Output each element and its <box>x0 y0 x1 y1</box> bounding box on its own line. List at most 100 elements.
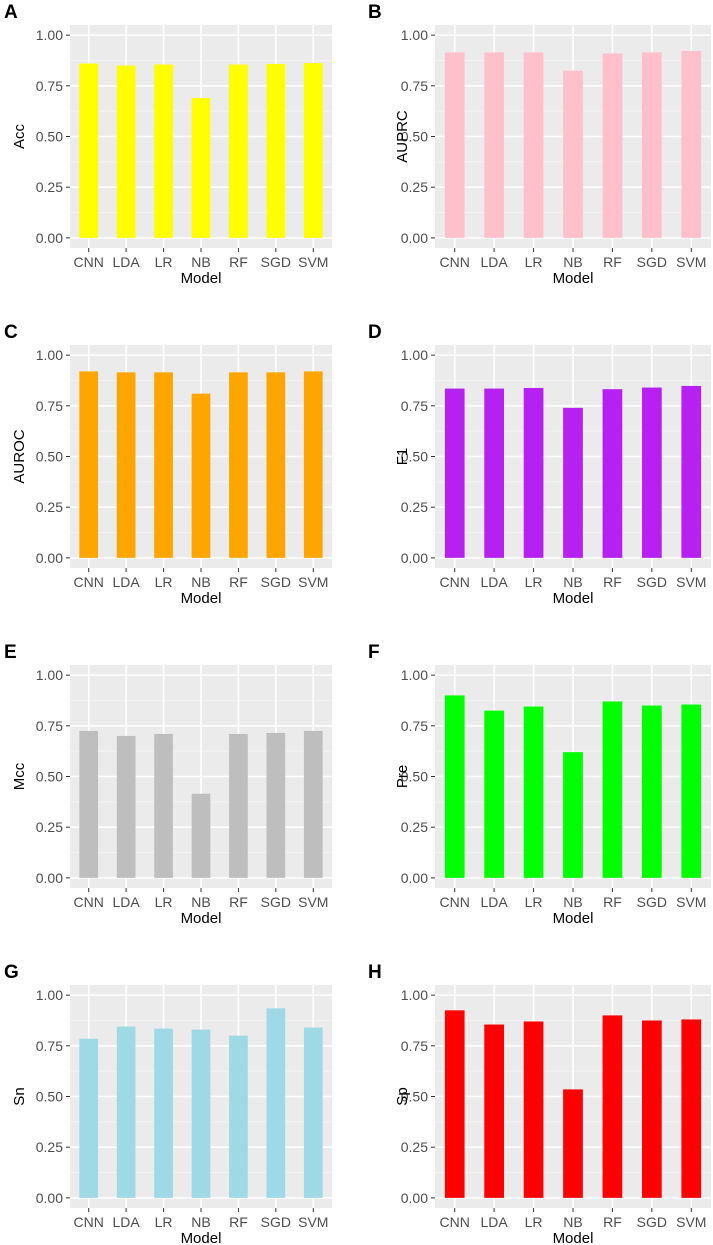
bar-sgd <box>266 1008 286 1198</box>
x-tick-label: RF <box>229 1214 248 1230</box>
bar-nb <box>191 1029 211 1198</box>
y-axis-title: Sn <box>11 1087 28 1105</box>
y-tick-label: 1.00 <box>36 347 63 363</box>
x-tick-label: NB <box>191 894 210 910</box>
bar-svm <box>681 704 702 878</box>
panel-letter: A <box>4 2 18 23</box>
bar-svm <box>681 50 702 238</box>
x-tick-label: RF <box>603 574 622 590</box>
y-tick-label: 0.50 <box>401 769 428 785</box>
panel-letter: D <box>368 322 382 343</box>
x-tick-label: LR <box>525 574 543 590</box>
x-tick-label: LDA <box>481 1214 509 1230</box>
bar-lda <box>116 735 136 878</box>
x-tick-label: SVM <box>298 574 328 590</box>
bar-lda <box>484 52 504 238</box>
x-tick-label: NB <box>563 1214 582 1230</box>
bar-svm <box>681 1019 702 1198</box>
bar-nb <box>563 752 583 878</box>
bar-svm <box>303 730 323 878</box>
bar-nb <box>563 70 583 238</box>
y-tick-label: 1.00 <box>36 667 63 683</box>
bar-lda <box>484 710 504 878</box>
y-tick-label: 0.75 <box>401 78 428 94</box>
bar-rf <box>229 733 248 878</box>
x-tick-label: CNN <box>74 894 104 910</box>
panel-letter: E <box>4 642 17 663</box>
x-tick-label: LDA <box>481 574 509 590</box>
x-tick-label: LR <box>525 894 543 910</box>
y-tick-label: 0.50 <box>36 769 63 785</box>
y-tick-label: 0.00 <box>36 1190 63 1206</box>
y-tick-label: 0.75 <box>36 78 63 94</box>
bar-lr <box>154 372 173 558</box>
y-axis-title: AUPRC <box>394 110 411 163</box>
y-tick-label: 0.50 <box>401 1089 428 1105</box>
bar-sgd <box>266 732 286 878</box>
x-axis-title: Model <box>553 590 594 607</box>
x-tick-label: RF <box>229 894 248 910</box>
y-tick-label: 0.00 <box>401 550 428 566</box>
x-tick-label: LR <box>155 1214 173 1230</box>
bar-lda <box>116 1026 136 1198</box>
bar-sgd <box>642 1020 662 1198</box>
bar-lda <box>484 1024 504 1198</box>
bar-cnn <box>79 371 99 558</box>
bar-rf <box>602 1015 623 1198</box>
x-axis-title: Model <box>181 590 222 607</box>
y-tick-label: 0.25 <box>401 1139 428 1155</box>
x-tick-label: RF <box>229 254 248 270</box>
x-tick-label: SVM <box>676 1214 706 1230</box>
y-tick-label: 0.00 <box>36 230 63 246</box>
y-tick-label: 0.00 <box>401 230 428 246</box>
bar-rf <box>229 372 248 558</box>
x-tick-label: LDA <box>113 254 141 270</box>
x-tick-label: RF <box>603 1214 622 1230</box>
panel-letter: F <box>368 642 380 663</box>
x-axis-title: Model <box>181 1230 222 1245</box>
y-axis-title: AUROC <box>11 429 28 483</box>
bar-sgd <box>266 372 286 558</box>
y-tick-label: 0.25 <box>401 819 428 835</box>
bar-nb <box>191 97 211 238</box>
y-axis-title: Sp <box>394 1087 411 1105</box>
bar-svm <box>303 371 323 558</box>
bar-lda <box>484 388 504 558</box>
y-tick-label: 0.25 <box>36 179 63 195</box>
x-tick-label: SVM <box>298 1214 328 1230</box>
panel-d: D 0.00 0.25 0.50 0.75 1.00 CNN LDA LR NB RF SGD SVM M… <box>368 322 711 607</box>
y-tick-label: 0.25 <box>36 499 63 515</box>
x-tick-label: CNN <box>440 894 470 910</box>
panel-e: E 0.00 0.25 0.50 0.75 1.00 CNN LDA LR NB RF SGD SVM M… <box>4 642 332 927</box>
x-tick-label: SGD <box>637 1214 667 1230</box>
x-tick-label: SGD <box>637 254 667 270</box>
bar-rf <box>602 701 623 878</box>
x-axis-title: Model <box>553 910 594 927</box>
bar-sgd <box>642 387 662 558</box>
x-tick-label: NB <box>563 894 582 910</box>
bar-cnn <box>79 730 99 878</box>
y-tick-label: 0.50 <box>36 129 63 145</box>
bar-lr <box>523 387 544 558</box>
x-tick-label: LDA <box>113 574 141 590</box>
x-axis-title: Model <box>553 1230 594 1245</box>
x-tick-label: CNN <box>440 254 470 270</box>
y-tick-label: 0.50 <box>36 1089 63 1105</box>
x-tick-label: NB <box>191 254 210 270</box>
x-tick-label: LR <box>155 894 173 910</box>
panel-c: C 0.00 0.25 0.50 0.75 1.00 CNN LDA LR NB RF SGD SVM M… <box>4 322 332 607</box>
bar-lr <box>523 1021 544 1198</box>
y-axis-title: Acc <box>11 124 28 150</box>
panel-letter: C <box>4 322 18 343</box>
bar-lr <box>523 706 544 878</box>
bar-sgd <box>642 705 662 878</box>
y-tick-label: 0.75 <box>401 1038 428 1054</box>
bar-nb <box>191 393 211 558</box>
x-axis-title: Model <box>553 270 594 287</box>
x-tick-label: SVM <box>298 254 328 270</box>
bar-rf <box>229 1035 248 1198</box>
bar-cnn <box>444 388 465 558</box>
bar-cnn <box>444 695 465 878</box>
y-axis-title: F1 <box>394 448 411 466</box>
